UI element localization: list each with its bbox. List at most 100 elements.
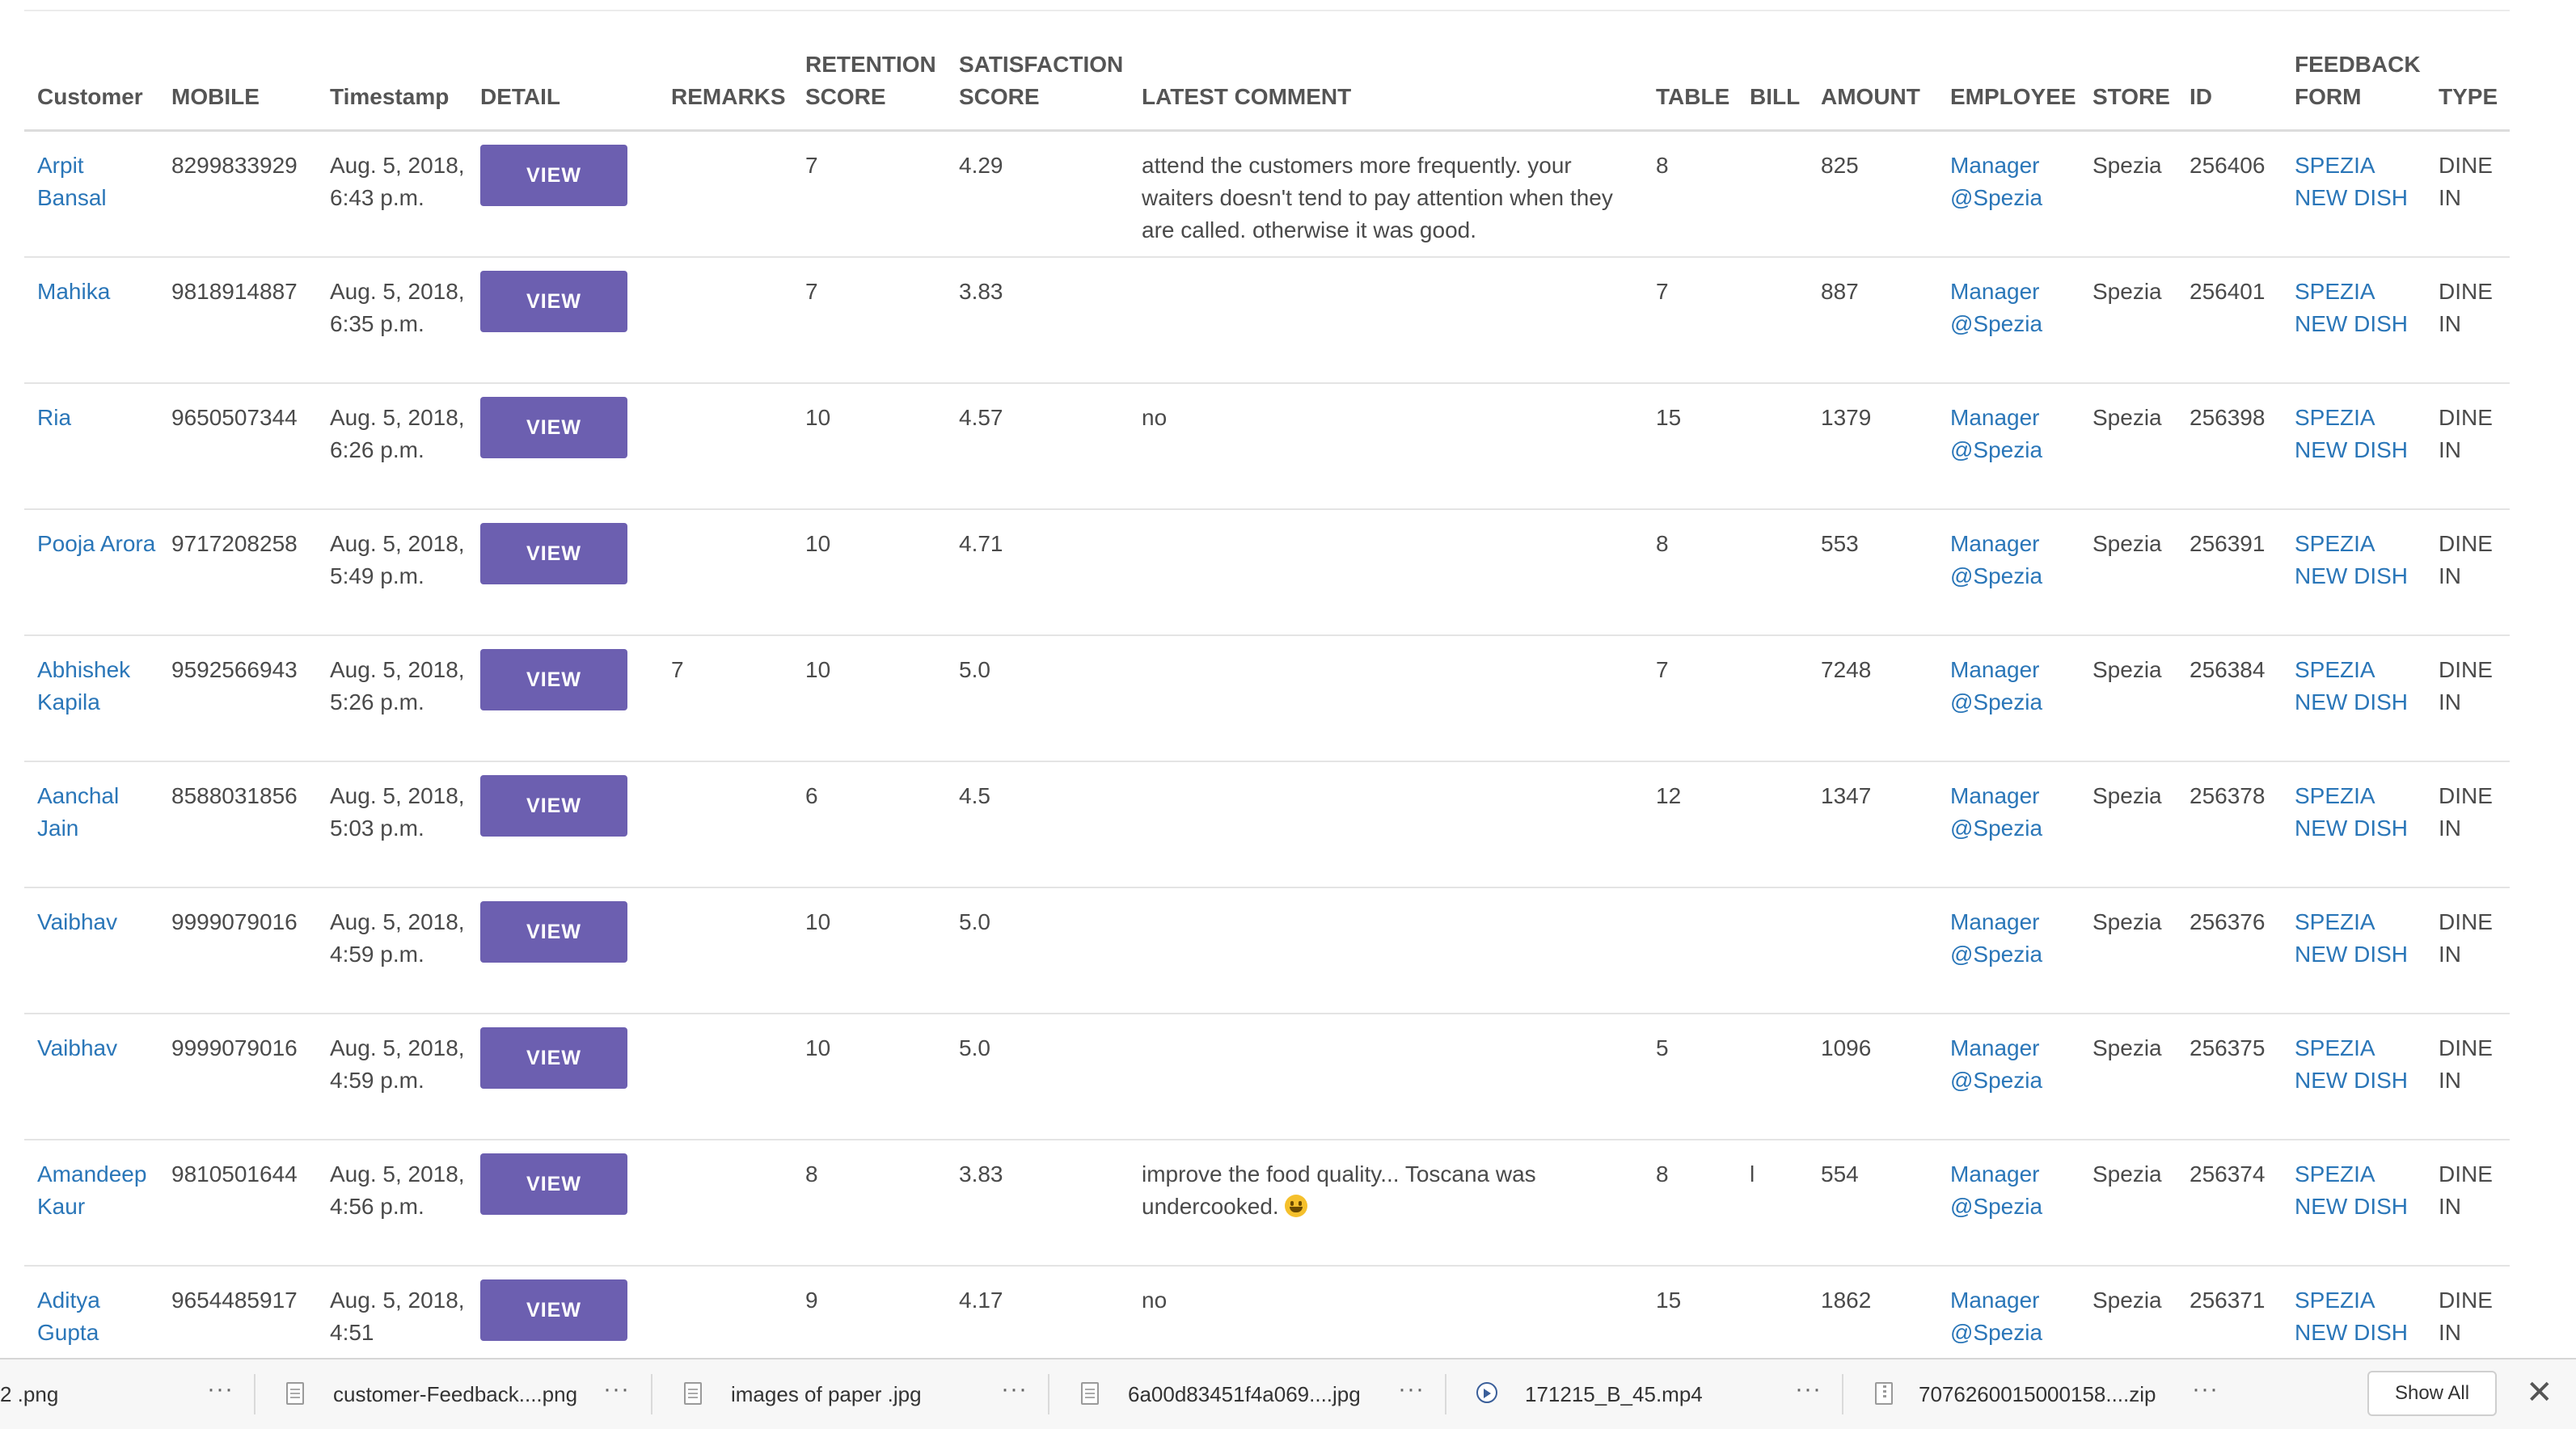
download-menu-button[interactable]: ··· — [1795, 1376, 1822, 1402]
view-detail-button[interactable]: VIEW — [480, 523, 627, 584]
customer-name-link[interactable]: Amandeep Kaur — [37, 1161, 147, 1219]
employee-link[interactable]: Manager @Spezia — [1950, 279, 2043, 336]
col-id[interactable]: ID — [2177, 48, 2282, 132]
cell-order-type: DINE IN — [2426, 761, 2510, 888]
customer-name-link[interactable]: Mahika — [37, 279, 111, 304]
employee-link[interactable]: Manager @Spezia — [1950, 531, 2043, 588]
feedback-form-link[interactable]: SPEZIA NEW DISH — [2295, 783, 2408, 841]
download-divider — [651, 1374, 652, 1414]
cell-timestamp: Aug. 5, 2018, 4:51 — [317, 1266, 467, 1358]
download-item[interactable]: 7076260015000158....zip ··· — [1872, 1359, 2228, 1429]
feedback-form-link[interactable]: SPEZIA NEW DISH — [2295, 909, 2408, 967]
col-remarks[interactable]: REMARKS — [658, 48, 792, 132]
order-type: DINE IN — [2439, 909, 2493, 967]
col-satisfaction-score[interactable]: SATISFACTION SCORE — [946, 48, 1129, 132]
download-item[interactable]: 6a00d83451f4a069....jpg ··· — [1078, 1359, 1434, 1429]
customer-name-link[interactable]: Arpit Bansal — [37, 153, 107, 210]
cell-latest-comment: attend the customers more frequently. yo… — [1129, 130, 1643, 258]
customer-name-link[interactable]: Vaibhav — [37, 909, 118, 934]
view-detail-button[interactable]: VIEW — [480, 145, 627, 206]
view-detail-button[interactable]: VIEW — [480, 271, 627, 332]
download-menu-button[interactable]: ··· — [1001, 1376, 1028, 1402]
cell-feedback-id: 256371 — [2177, 1266, 2282, 1358]
satisfaction-score: 5.0 — [959, 657, 990, 682]
employee-link[interactable]: Manager @Spezia — [1950, 1288, 2043, 1345]
amount: 1862 — [1821, 1288, 1872, 1313]
cell-employee-link: Manager @Spezia — [1937, 635, 2080, 762]
order-type: DINE IN — [2439, 153, 2493, 210]
col-type[interactable]: TYPE — [2426, 48, 2510, 132]
view-detail-button[interactable]: VIEW — [480, 1153, 627, 1215]
cell-timestamp: Aug. 5, 2018, 4:59 p.m. — [317, 1014, 467, 1140]
cell-feedback-form-link: SPEZIA NEW DISH — [2282, 509, 2426, 636]
customer-name-link[interactable]: Abhishek Kapila — [37, 657, 131, 714]
col-feedback-form[interactable]: FEEDBACK FORM — [2282, 48, 2426, 132]
download-item[interactable]: images of paper .jpg ··· — [681, 1359, 1037, 1429]
latest-comment: attend the customers more frequently. yo… — [1142, 153, 1613, 242]
download-item[interactable]: customer-Feedback....png ··· — [283, 1359, 639, 1429]
satisfaction-score: 3.83 — [959, 1161, 1003, 1187]
customer-name-link[interactable]: Ria — [37, 405, 72, 430]
cell-view-detail-button: VIEW — [467, 887, 658, 1014]
employee-link[interactable]: Manager @Spezia — [1950, 657, 2043, 714]
feedback-form-link[interactable]: SPEZIA NEW DISH — [2295, 279, 2408, 336]
download-menu-button[interactable]: ··· — [1398, 1376, 1425, 1402]
customer-name-link[interactable]: Aditya Gupta — [37, 1288, 100, 1345]
view-detail-button[interactable]: VIEW — [480, 901, 627, 963]
col-customer[interactable]: Customer — [24, 48, 158, 132]
col-table[interactable]: TABLE — [1643, 48, 1737, 132]
col-timestamp[interactable]: Timestamp — [317, 48, 467, 132]
cell-store-name: Spezia — [2080, 887, 2177, 1014]
timestamp: Aug. 5, 2018, 5:26 p.m. — [330, 657, 465, 714]
cell-satisfaction-score: 4.17 — [946, 1266, 1129, 1358]
download-item[interactable]: 2 .png ··· — [0, 1359, 251, 1429]
col-detail[interactable]: DETAIL — [467, 48, 658, 132]
feedback-form-link[interactable]: SPEZIA NEW DISH — [2295, 153, 2408, 210]
customer-name-link[interactable]: Vaibhav — [37, 1035, 118, 1060]
employee-link[interactable]: Manager @Spezia — [1950, 1035, 2043, 1093]
view-detail-button[interactable]: VIEW — [480, 775, 627, 837]
feedback-id: 256391 — [2190, 531, 2266, 556]
employee-link[interactable]: Manager @Spezia — [1950, 1161, 2043, 1219]
col-bill[interactable]: BILL — [1737, 48, 1808, 132]
show-all-button[interactable]: Show All — [2367, 1371, 2497, 1416]
timestamp: Aug. 5, 2018, 5:03 p.m. — [330, 783, 465, 841]
col-retention-score[interactable]: RETENTION SCORE — [792, 48, 946, 132]
cell-customer-name-link: Arpit Bansal — [24, 130, 158, 258]
cell-store-name: Spezia — [2080, 257, 2177, 384]
view-detail-button[interactable]: VIEW — [480, 397, 627, 458]
col-amount[interactable]: AMOUNT — [1808, 48, 1937, 132]
view-detail-button[interactable]: VIEW — [480, 649, 627, 710]
view-detail-button[interactable]: VIEW — [480, 1279, 627, 1341]
cell-table-number: 15 — [1643, 1266, 1737, 1358]
feedback-form-link[interactable]: SPEZIA NEW DISH — [2295, 1161, 2408, 1219]
download-menu-button[interactable]: ··· — [2192, 1376, 2219, 1402]
col-store[interactable]: STORE — [2080, 48, 2177, 132]
col-employee[interactable]: EMPLOYEE — [1937, 48, 2080, 132]
feedback-form-link[interactable]: SPEZIA NEW DISH — [2295, 1288, 2408, 1345]
download-menu-button[interactable]: ··· — [603, 1376, 630, 1402]
cell-timestamp: Aug. 5, 2018, 5:03 p.m. — [317, 761, 467, 888]
col-mobile[interactable]: MOBILE — [158, 48, 317, 132]
feedback-form-link[interactable]: SPEZIA NEW DISH — [2295, 531, 2408, 588]
col-latest-comment[interactable]: LATEST COMMENT — [1129, 48, 1643, 132]
download-item[interactable]: 171215_B_45.mp4 ··· — [1475, 1359, 1831, 1429]
table-number: 5 — [1656, 1035, 1669, 1060]
cell-remarks — [658, 509, 792, 636]
employee-link[interactable]: Manager @Spezia — [1950, 405, 2043, 462]
customer-name-link[interactable]: Pooja Arora — [37, 531, 156, 556]
customer-name-link[interactable]: Aanchal Jain — [37, 783, 120, 841]
employee-link[interactable]: Manager @Spezia — [1950, 783, 2043, 841]
feedback-form-link[interactable]: SPEZIA NEW DISH — [2295, 1035, 2408, 1093]
download-menu-button[interactable]: ··· — [207, 1376, 234, 1402]
employee-link[interactable]: Manager @Spezia — [1950, 153, 2043, 210]
store-name: Spezia — [2092, 909, 2162, 934]
employee-link[interactable]: Manager @Spezia — [1950, 909, 2043, 967]
feedback-form-link[interactable]: SPEZIA NEW DISH — [2295, 405, 2408, 462]
view-detail-button[interactable]: VIEW — [480, 1027, 627, 1089]
cell-customer-name-link: Ria — [24, 383, 158, 510]
feedback-form-link[interactable]: SPEZIA NEW DISH — [2295, 657, 2408, 714]
cell-feedback-id: 256398 — [2177, 383, 2282, 510]
close-icon[interactable]: ✕ — [2526, 1375, 2553, 1410]
table-number: 15 — [1656, 405, 1682, 430]
